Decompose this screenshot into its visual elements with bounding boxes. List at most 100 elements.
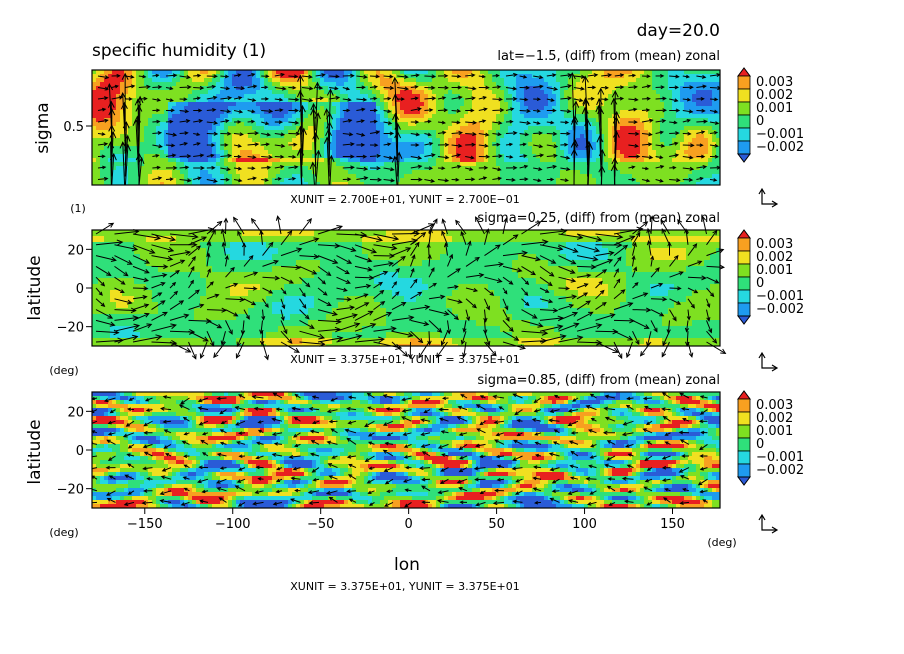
vector-arrow bbox=[465, 131, 477, 137]
vector-arrow bbox=[669, 153, 680, 158]
vector-arrow bbox=[233, 178, 243, 183]
colorbar-swatch bbox=[737, 237, 751, 252]
vector-arrow bbox=[641, 74, 651, 79]
vector-arrow bbox=[558, 255, 577, 265]
vector-arrow bbox=[534, 441, 542, 445]
vector-arrow bbox=[296, 89, 304, 143]
vector-arrow bbox=[383, 167, 395, 172]
vector-arrow bbox=[603, 406, 616, 411]
vector-arrow bbox=[391, 267, 400, 278]
panel-bottom-field bbox=[92, 392, 720, 508]
vector-arrow bbox=[698, 443, 708, 451]
vector-arrow bbox=[225, 282, 239, 289]
vector-arrow bbox=[611, 90, 619, 143]
vector-arrow bbox=[462, 320, 467, 333]
vector-arrow bbox=[331, 455, 338, 459]
vector-arrow bbox=[336, 265, 350, 275]
vector-arrow bbox=[328, 496, 338, 503]
vector-arrow bbox=[661, 392, 671, 399]
vector-arrow bbox=[451, 120, 461, 125]
vector-arrow bbox=[336, 255, 353, 264]
vector-arrow bbox=[663, 497, 671, 503]
vector-arrow bbox=[614, 96, 625, 101]
vector-arrow bbox=[696, 164, 708, 169]
vector-arrow bbox=[169, 341, 192, 353]
vector-arrow bbox=[383, 74, 394, 79]
vector-arrow bbox=[534, 500, 542, 505]
vector-arrow bbox=[386, 489, 394, 494]
vector-arrow bbox=[326, 440, 338, 445]
vector-arrow bbox=[336, 313, 358, 321]
vector-arrow bbox=[551, 489, 560, 493]
panel-middle: sigma=0.25, (diff) from (mean) zonal 20 0… bbox=[25, 211, 804, 377]
vector-arrow bbox=[682, 118, 691, 123]
vector-arrow bbox=[291, 406, 301, 411]
vector-arrow bbox=[132, 312, 150, 321]
vector-arrow bbox=[179, 131, 189, 135]
vector-arrow bbox=[548, 452, 560, 457]
vector-arrow bbox=[206, 252, 211, 267]
vector-arrow bbox=[243, 286, 258, 291]
vector-arrow bbox=[179, 85, 192, 90]
vector-arrow bbox=[681, 454, 690, 458]
vector-arrow bbox=[274, 132, 286, 137]
vector-arrow bbox=[679, 501, 690, 505]
vector-arrow bbox=[220, 331, 226, 346]
vector-arrow bbox=[152, 131, 163, 135]
vector-arrow bbox=[576, 244, 601, 253]
vector-arrow bbox=[595, 233, 624, 240]
vector-arrow bbox=[262, 341, 270, 361]
vector-arrow bbox=[700, 430, 708, 435]
reference-vector-arrow bbox=[761, 354, 776, 369]
vector-arrow bbox=[179, 178, 192, 183]
vector-arrow bbox=[460, 331, 467, 346]
vector-arrow bbox=[206, 307, 228, 313]
vector-arrow bbox=[478, 96, 487, 100]
vector-arrow bbox=[598, 165, 606, 185]
vector-arrow bbox=[436, 499, 449, 504]
vector-arrow bbox=[354, 322, 377, 332]
vector-arrow bbox=[478, 143, 489, 148]
vector-arrow bbox=[179, 119, 191, 124]
colorbar-tick-label: 0.003 bbox=[756, 237, 793, 252]
vector-arrow bbox=[369, 153, 382, 159]
vector-arrow bbox=[152, 108, 161, 113]
vector-arrow bbox=[233, 86, 246, 91]
vector-arrow bbox=[299, 276, 311, 288]
vector-arrow bbox=[437, 178, 450, 183]
vector-arrow bbox=[206, 143, 216, 147]
vector-arrow bbox=[410, 330, 424, 344]
vector-arrow bbox=[106, 497, 116, 503]
vector-arrow bbox=[151, 233, 177, 242]
vector-arrow bbox=[299, 265, 318, 275]
vector-arrow bbox=[628, 97, 639, 102]
vector-arrow bbox=[627, 489, 634, 494]
vector-arrow bbox=[613, 289, 626, 300]
vector-arrow bbox=[383, 155, 394, 160]
vector-arrow bbox=[505, 165, 518, 170]
vector-arrow bbox=[183, 487, 190, 492]
vector-arrow bbox=[595, 341, 619, 353]
vector-arrow bbox=[299, 319, 315, 329]
vector-arrow bbox=[309, 161, 317, 185]
vector-arrow bbox=[280, 298, 286, 310]
vector-arrow bbox=[465, 108, 475, 113]
vector-arrow bbox=[459, 500, 468, 505]
reference-vector-arrow bbox=[761, 516, 776, 531]
vector-arrow bbox=[391, 247, 412, 257]
vector-arrow bbox=[521, 287, 529, 297]
vector-arrow bbox=[709, 178, 718, 182]
reference-vector-head bbox=[758, 187, 766, 195]
vector-arrow bbox=[206, 319, 223, 329]
vector-arrow bbox=[151, 323, 177, 332]
vector-arrow bbox=[183, 454, 190, 458]
vector-arrow bbox=[568, 71, 576, 131]
vector-arrow bbox=[261, 121, 270, 126]
vector-arrow bbox=[625, 443, 634, 448]
vector-arrow bbox=[299, 330, 325, 340]
vector-arrow bbox=[97, 142, 109, 147]
vector-arrow bbox=[553, 394, 560, 399]
vector-arrow bbox=[628, 85, 638, 90]
vector-arrow bbox=[484, 287, 495, 296]
vector-arrow bbox=[533, 144, 544, 149]
